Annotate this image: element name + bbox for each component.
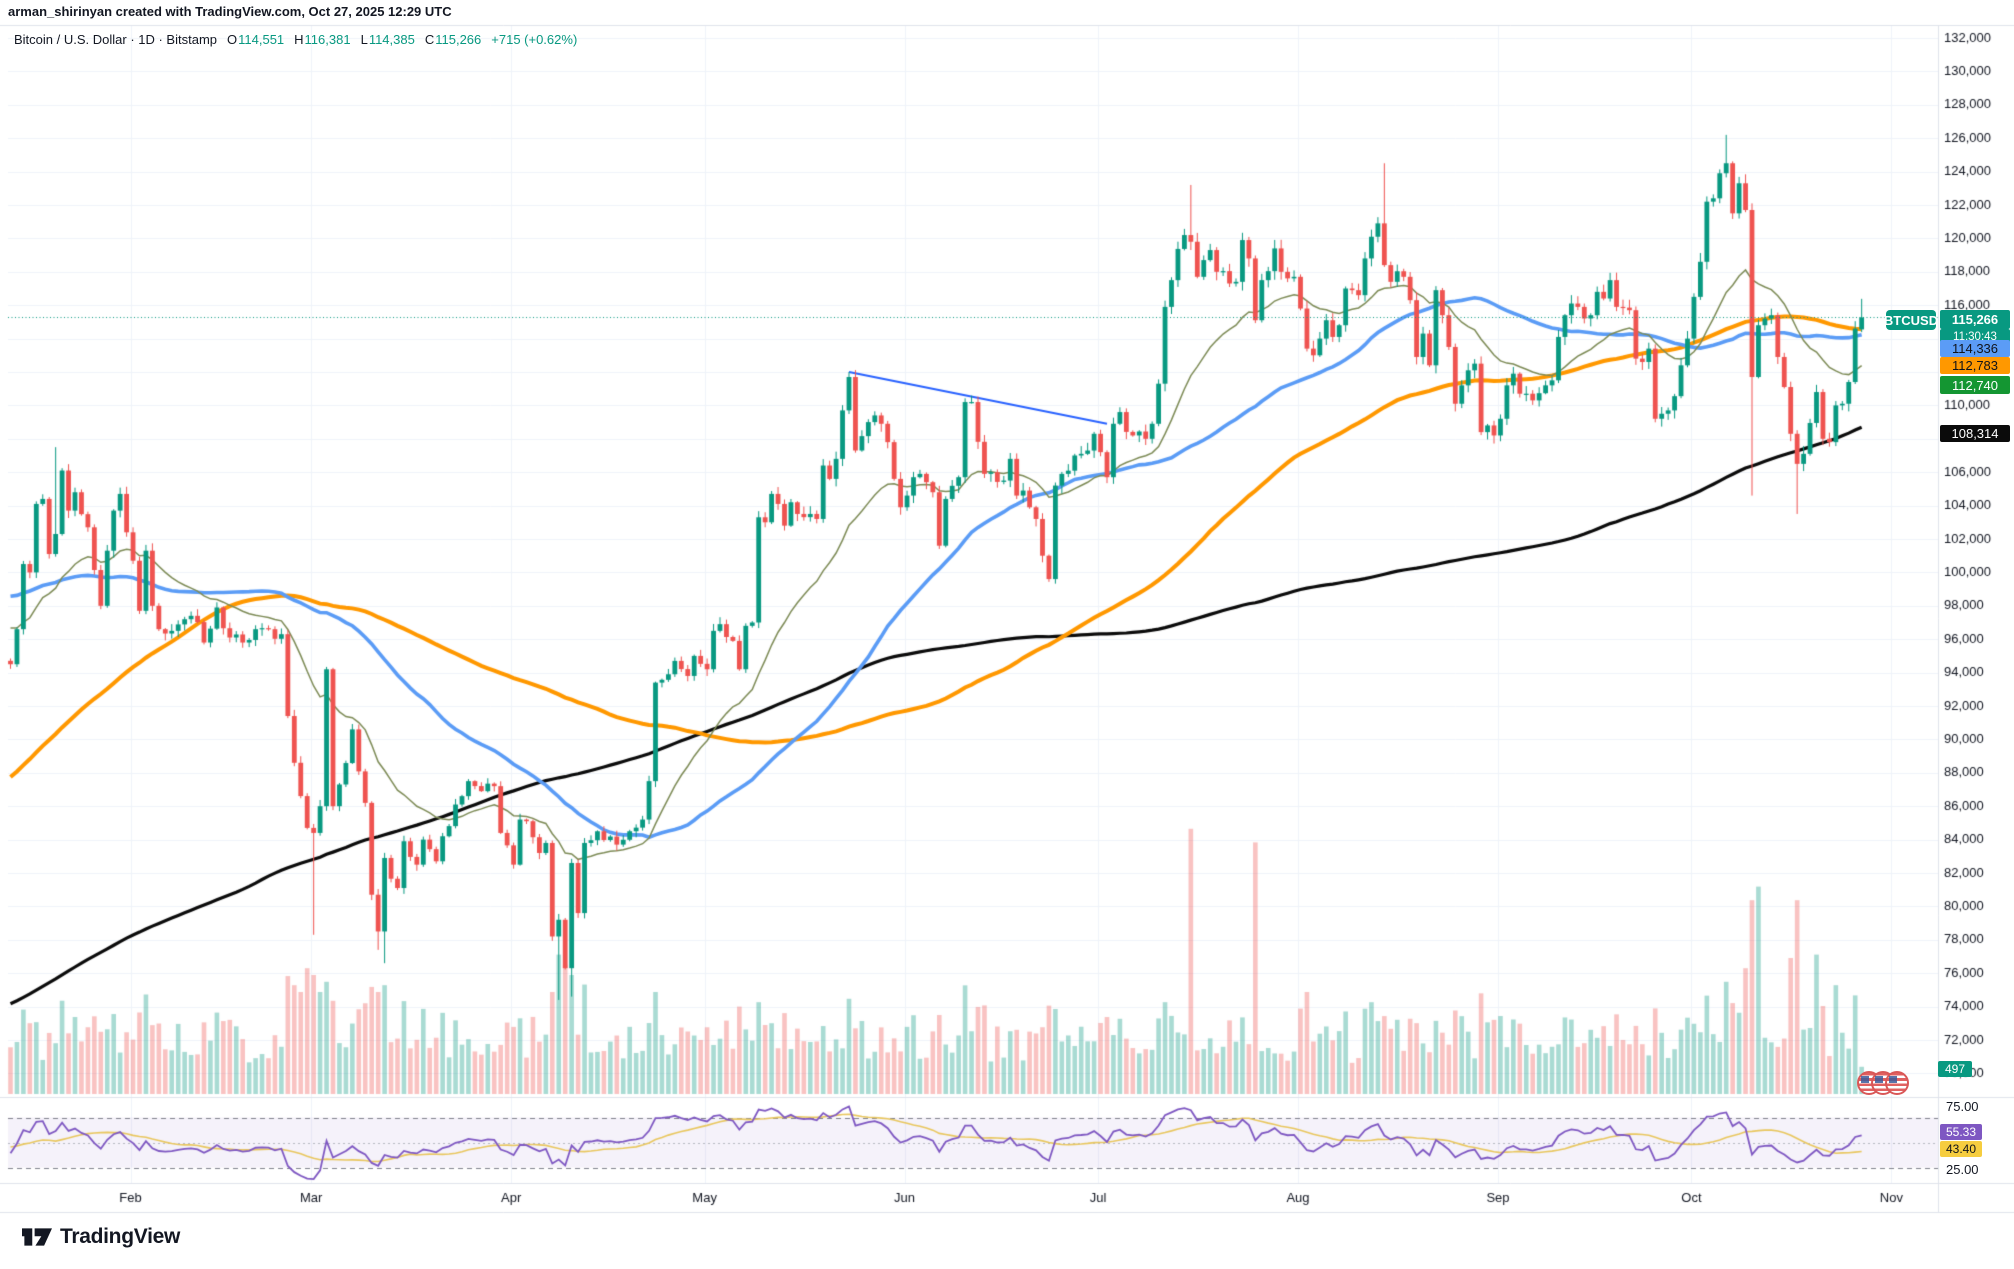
ohlc-open: O114,551 — [227, 32, 285, 47]
rsi-upper-band-label: 75.00 — [1946, 1099, 1979, 1114]
ema21-value-badge: 112,740 — [1940, 376, 2010, 394]
attribution-text: arman_shirinyan created with TradingView… — [8, 4, 452, 19]
symbol-legend: Bitcoin / U.S. Dollar · 1D · Bitstamp O1… — [14, 32, 577, 47]
ohlc-close: C115,266 — [424, 32, 482, 47]
rsi-lower-band-label: 25.00 — [1946, 1162, 1979, 1177]
sma50-value-badge: 114,336 — [1940, 340, 2010, 357]
ohlc-high: H116,381 — [294, 32, 351, 47]
volume-value-badge: 497 — [1938, 1061, 1972, 1077]
change-text: +715 (+0.62%) — [491, 32, 578, 47]
ohlc-low: L114,385 — [360, 32, 415, 47]
last-price-badge: 115,266 — [1940, 310, 2010, 329]
sma200-value-badge: 108,314 — [1940, 425, 2010, 442]
tradingview-logo-text: TradingView — [60, 1225, 181, 1248]
rsi-value-badge: 55.33 — [1940, 1124, 1982, 1140]
event-flag-icon — [1885, 1071, 1909, 1095]
rsi-ma-value-badge: 43.40 — [1940, 1141, 1982, 1157]
tradingview-logo-icon — [22, 1228, 52, 1246]
sma100-value-badge: 112,783 — [1940, 357, 2010, 374]
tradingview-logo[interactable]: TradingView — [22, 1224, 180, 1250]
symbol-badge[interactable]: BTCUSD — [1884, 310, 1938, 330]
symbol-title[interactable]: Bitcoin / U.S. Dollar · 1D · Bitstamp — [14, 32, 217, 47]
